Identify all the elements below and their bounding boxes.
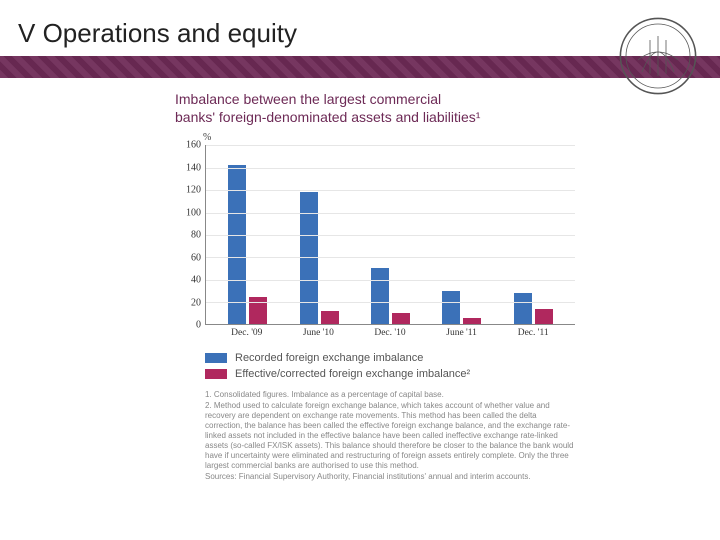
gridline xyxy=(206,145,575,146)
page-title: V Operations and equity xyxy=(0,0,720,49)
y-unit-label: % xyxy=(203,132,575,143)
bar xyxy=(321,311,339,325)
gridline xyxy=(206,235,575,236)
x-tick-label: June '11 xyxy=(437,328,487,338)
gridline xyxy=(206,168,575,169)
header-band xyxy=(0,56,720,78)
gridline xyxy=(206,257,575,258)
slide-header: V Operations and equity xyxy=(0,0,720,80)
y-tick-label: 20 xyxy=(191,297,201,308)
y-tick-label: 60 xyxy=(191,252,201,263)
footnote-line: 1. Consolidated figures. Imbalance as a … xyxy=(205,390,575,400)
x-tick-label: Dec. '10 xyxy=(365,328,415,338)
y-tick-label: 80 xyxy=(191,230,201,241)
legend-item: Effective/corrected foreign exchange imb… xyxy=(205,368,575,380)
footnote-line: 2. Method used to calculate foreign exch… xyxy=(205,401,575,471)
x-axis-labels: Dec. '09 June '10 Dec. '10 June '11 Dec. '11 xyxy=(205,325,575,338)
bar xyxy=(463,318,481,325)
gridline xyxy=(206,190,575,191)
y-tick-label: 0 xyxy=(196,320,201,331)
bar xyxy=(514,293,532,325)
gridline xyxy=(206,302,575,303)
legend-item: Recorded foreign exchange imbalance xyxy=(205,352,575,364)
y-tick-label: 100 xyxy=(186,207,201,218)
chart-title-line2: banks' foreign-denominated assets and li… xyxy=(175,109,480,125)
bar xyxy=(371,268,389,324)
y-tick-label: 160 xyxy=(186,140,201,151)
y-axis: 020406080100120140160 xyxy=(175,145,205,325)
bar-group xyxy=(514,293,553,325)
gridline xyxy=(206,213,575,214)
bar xyxy=(392,313,410,324)
bar-group xyxy=(371,268,410,324)
legend-swatch xyxy=(205,369,227,379)
y-tick-label: 120 xyxy=(186,185,201,196)
chart-title: Imbalance between the largest commercial… xyxy=(175,90,575,126)
bar xyxy=(535,309,553,325)
legend: Recorded foreign exchange imbalance Effec… xyxy=(205,352,575,380)
bar-group xyxy=(228,165,267,325)
footnotes: 1. Consolidated figures. Imbalance as a … xyxy=(205,390,575,482)
y-tick-label: 40 xyxy=(191,275,201,286)
x-tick-label: June '10 xyxy=(293,328,343,338)
y-tick-label: 140 xyxy=(186,162,201,173)
chart-figure: Imbalance between the largest commercial… xyxy=(175,90,575,483)
legend-swatch xyxy=(205,353,227,363)
gridline xyxy=(206,280,575,281)
seal-icon xyxy=(618,16,698,96)
legend-label: Effective/corrected foreign exchange imb… xyxy=(235,368,470,380)
x-tick-label: Dec. '11 xyxy=(508,328,558,338)
footnote-line: Sources: Financial Supervisory Authority… xyxy=(205,472,575,482)
bar-group xyxy=(442,291,481,325)
x-tick-label: Dec. '09 xyxy=(222,328,272,338)
chart-title-line1: Imbalance between the largest commercial xyxy=(175,91,441,107)
plot-area: 020406080100120140160 xyxy=(175,145,575,325)
plot xyxy=(205,145,575,325)
bar xyxy=(228,165,246,325)
bar xyxy=(442,291,460,325)
legend-label: Recorded foreign exchange imbalance xyxy=(235,352,423,364)
